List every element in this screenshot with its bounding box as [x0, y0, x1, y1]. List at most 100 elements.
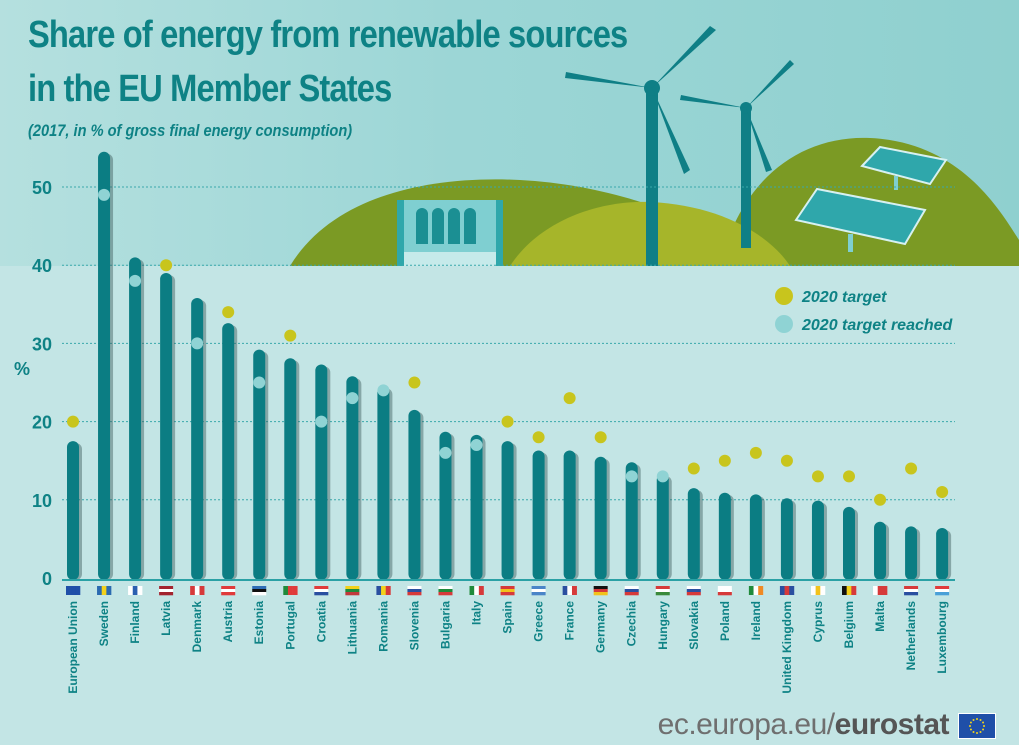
germany-flag-icon	[593, 586, 608, 596]
category-label: Croatia	[314, 601, 328, 643]
target-reached-marker	[470, 439, 483, 452]
target-marker	[936, 485, 949, 498]
target-marker	[284, 329, 297, 342]
malta-flag-icon	[873, 586, 888, 595]
y-tick-label: 40	[32, 256, 52, 276]
category-label: Slovakia	[687, 601, 701, 650]
romania-flag-icon	[376, 586, 391, 595]
category-label: Slovenia	[407, 601, 421, 651]
category-label: Czechia	[625, 601, 639, 647]
eu-star	[972, 731, 975, 734]
bar	[408, 409, 421, 580]
bar	[67, 441, 79, 580]
target-reached-marker	[625, 470, 638, 483]
bar	[253, 349, 266, 580]
eu-star	[979, 718, 982, 721]
bars	[67, 151, 952, 580]
bar	[936, 527, 949, 580]
belgium-flag-icon	[842, 586, 857, 595]
portugal-flag-icon	[283, 586, 298, 595]
eu-star	[976, 732, 978, 734]
legend-target-marker	[775, 287, 793, 305]
lithuania-flag-icon	[345, 586, 360, 596]
wind-turbine-large-icon	[565, 26, 716, 266]
bar	[191, 298, 204, 580]
eu-star	[969, 725, 971, 727]
target-marker	[594, 431, 607, 444]
category-label: Estonia	[252, 601, 266, 645]
target-marker	[811, 470, 824, 483]
category-label: Lithuania	[345, 601, 359, 655]
bar	[625, 462, 638, 580]
category-label: Sweden	[97, 601, 111, 646]
y-tick-label: 10	[32, 491, 52, 511]
y-axis-label: %	[14, 359, 30, 379]
gridlines	[62, 186, 955, 501]
sweden-flag-icon	[97, 586, 112, 595]
bar	[780, 498, 793, 580]
cyprus-flag-icon	[810, 586, 826, 595]
target-reached-marker	[439, 446, 452, 459]
spain-flag-icon	[500, 586, 515, 596]
italy-flag-icon	[469, 586, 484, 595]
target-marker	[780, 454, 793, 467]
category-label: Greece	[532, 601, 546, 642]
target-marker	[905, 462, 918, 475]
source-url-brand: eurostat	[834, 708, 950, 741]
eu-flag-icon	[958, 713, 996, 739]
source-url-prefix: ec.europa.eu/	[657, 708, 835, 741]
legend-reached-label: 2020 target reached	[801, 317, 954, 334]
eu-flag-icon	[66, 586, 81, 595]
category-label: Romania	[376, 601, 390, 652]
eu-star	[976, 718, 978, 720]
category-label: Latvia	[159, 601, 173, 636]
legend: 2020 target 2020 target reached	[775, 287, 954, 334]
bar	[129, 257, 142, 580]
target-marker	[718, 454, 731, 467]
target-marker	[563, 392, 576, 405]
bar	[905, 526, 918, 580]
bar	[718, 492, 731, 580]
denmark-flag-icon	[190, 586, 205, 595]
eu-star	[969, 721, 972, 724]
category-label: Netherlands	[904, 601, 918, 671]
target-marker	[160, 259, 173, 272]
eu-star	[979, 731, 982, 734]
legend-reached-marker	[775, 315, 793, 333]
target-marker	[408, 376, 421, 389]
target-reached-marker	[253, 376, 266, 389]
source-link[interactable]: ec.europa.eu/eurostat	[657, 708, 950, 742]
bar	[532, 450, 545, 580]
bar	[843, 506, 855, 580]
slovenia-flag-icon	[407, 586, 422, 596]
target-reached-marker	[377, 384, 390, 397]
target-reached-marker	[191, 337, 204, 350]
y-tick-label: 0	[42, 569, 52, 589]
austria-flag-icon	[221, 586, 236, 596]
slovakia-flag-icon	[686, 586, 701, 596]
bar	[222, 323, 235, 580]
bar	[470, 434, 483, 580]
eu-star	[982, 721, 985, 724]
bar	[439, 431, 452, 580]
category-label: Finland	[128, 601, 142, 644]
bar	[656, 473, 669, 580]
target-marker	[67, 415, 79, 428]
bar	[874, 521, 887, 580]
y-tick-label: 50	[32, 178, 52, 198]
eu-star	[972, 718, 975, 721]
bar	[315, 364, 328, 580]
target-reached-marker	[98, 188, 111, 201]
bar	[284, 358, 297, 580]
latvia-flag-icon	[159, 586, 174, 596]
category-labels: European Union Sweden Finland Latvia Denmark…	[66, 601, 949, 694]
category-label: United Kingdom	[780, 601, 794, 694]
netherlands-flag-icon	[904, 586, 919, 596]
category-label: European Union	[66, 601, 80, 694]
greece-flag-icon	[531, 586, 546, 596]
bar	[811, 500, 824, 580]
y-tick-label: 30	[32, 334, 52, 354]
croatia-flag-icon	[314, 586, 329, 596]
estonia-flag-icon	[252, 586, 267, 596]
